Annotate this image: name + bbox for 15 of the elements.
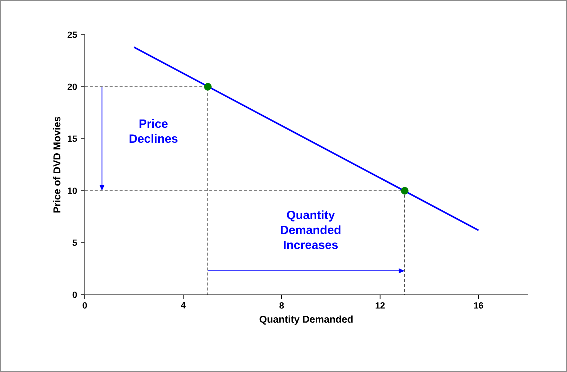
- y-tick-label: 15: [68, 136, 78, 142]
- y-tick-label: 10: [68, 188, 78, 194]
- y-tick-label: 20: [68, 84, 78, 90]
- x-tick-label: 16: [474, 302, 484, 309]
- y-axis-title: Price of DVD Movies: [53, 116, 61, 213]
- annotation: Price Declines: [130, 119, 178, 144]
- x-tick-label: 4: [181, 302, 186, 309]
- x-axis-title: Quantity Demanded: [260, 316, 353, 325]
- x-tick-label: 12: [376, 302, 385, 309]
- x-tick-label: 0: [82, 302, 88, 309]
- y-tick-label: 5: [72, 240, 78, 246]
- x-tick-label: 8: [280, 302, 284, 309]
- annotation: Quantity Demanded Increases: [281, 210, 341, 250]
- y-tick-label: 0: [72, 292, 78, 298]
- y-tick-label: 25: [68, 32, 78, 38]
